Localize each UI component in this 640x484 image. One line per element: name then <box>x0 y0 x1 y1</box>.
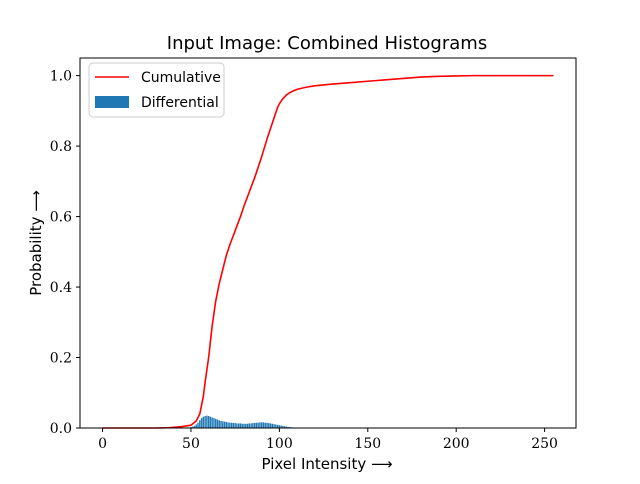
differential-bar <box>222 421 223 428</box>
differential-bar <box>247 424 248 428</box>
differential-bar <box>249 423 250 428</box>
differential-bar <box>238 423 239 428</box>
x-axis-label: Pixel Intensity ⟶ <box>261 455 392 473</box>
y-tick-label: 0.0 <box>50 421 72 437</box>
differential-bar <box>215 419 216 428</box>
x-tick-label: 200 <box>443 436 470 452</box>
differential-bar <box>231 423 232 428</box>
legend: Cumulative Differential <box>89 63 224 117</box>
differential-bar <box>273 424 274 428</box>
differential-bar <box>210 417 211 428</box>
differential-bar <box>208 416 209 428</box>
differential-bar <box>266 423 267 428</box>
differential-bar <box>213 418 214 428</box>
y-axis-label: Probability ⟶ <box>27 190 45 296</box>
differential-bar <box>233 423 234 428</box>
differential-bar <box>256 423 257 428</box>
differential-bar <box>227 422 228 428</box>
legend-cumulative-label: Cumulative <box>141 70 221 86</box>
differential-bar <box>263 422 264 428</box>
x-tick-label: 250 <box>531 436 558 452</box>
differential-bar <box>257 423 258 428</box>
differential-bar <box>229 423 230 428</box>
differential-bar <box>245 424 246 428</box>
differential-bar <box>236 423 237 428</box>
differential-bar <box>203 417 204 428</box>
differential-bar <box>197 423 198 428</box>
differential-bar <box>261 422 262 428</box>
differential-bar <box>199 420 200 428</box>
differential-bar <box>226 422 227 428</box>
differential-bar <box>268 423 269 428</box>
y-tick-label: 0.8 <box>50 139 72 155</box>
x-tick-label: 50 <box>182 436 200 452</box>
differential-bar <box>217 420 218 428</box>
differential-bar <box>272 424 273 428</box>
x-tick-label: 100 <box>266 436 293 452</box>
legend-differential-label: Differential <box>141 95 219 111</box>
differential-bar <box>206 416 207 428</box>
differential-bar <box>196 424 197 428</box>
differential-bar <box>243 424 244 428</box>
differential-bar <box>224 422 225 428</box>
y-tick-label: 1.0 <box>50 69 72 85</box>
differential-bar <box>252 423 253 428</box>
differential-bar <box>250 423 251 428</box>
differential-bar <box>240 423 241 428</box>
y-tick-label: 0.6 <box>50 210 72 226</box>
legend-differential-swatch <box>95 96 129 108</box>
differential-bar <box>219 420 220 428</box>
y-tick-label: 0.2 <box>50 351 72 367</box>
differential-bar <box>270 423 271 428</box>
differential-bar <box>275 424 276 428</box>
x-tick-label: 0 <box>98 436 107 452</box>
chart-title: Input Image: Combined Histograms <box>167 33 487 54</box>
x-tick-label: 150 <box>354 436 381 452</box>
differential-bar <box>204 416 205 428</box>
differential-bar <box>242 424 243 428</box>
differential-bar <box>211 417 212 428</box>
differential-bar <box>201 418 202 428</box>
differential-bar <box>265 423 266 428</box>
differential-bar <box>234 423 235 428</box>
differential-bar <box>220 421 221 428</box>
y-tick-label: 0.4 <box>50 280 72 296</box>
differential-bar <box>254 423 255 428</box>
differential-bar <box>259 422 260 428</box>
